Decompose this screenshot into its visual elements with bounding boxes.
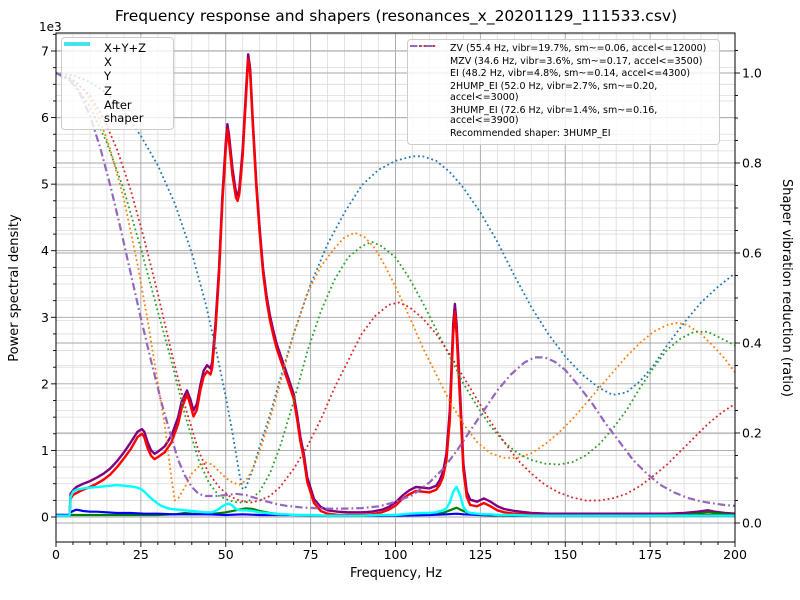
legend-swatch-3hump_ei [410, 45, 436, 47]
legend-shapers: ZV (55.4 Hz, vibr=19.7%, sm~=0.06, accel… [407, 39, 720, 145]
legend-note: Recommended shaper: 3HUMP_EI [414, 128, 712, 140]
legend-item-ei: EI (48.2 Hz, vibr=4.8%, sm~=0.14, accel<… [410, 45, 712, 80]
legend-item-after: After shaper [64, 42, 166, 126]
right-y-tick-label: 0.0 [742, 516, 762, 531]
x-tick-label: 150 [553, 547, 577, 562]
series-3hump_ei-line [55, 72, 736, 510]
legend-swatch-none [408, 40, 438, 52]
plot-area: 0 25 50 75 100 125 150 175 200 0 1 2 3 4 5 6 7 0.0 0.2 0.4 0… [41, 32, 762, 562]
tick-marks [51, 33, 740, 547]
x-tick-label: 25 [133, 547, 149, 562]
left-y-tick-label: 7 [41, 44, 49, 59]
left-y-axis-label: Power spectral density [7, 214, 22, 362]
legend-item-x: X [64, 42, 166, 69]
legend-item-label: X [104, 54, 112, 69]
legend-psd-series: X+Y+Z X Y Z After shaper [61, 37, 174, 130]
legend-item-label: X+Y+Z [104, 40, 147, 55]
right-y-tick-label: 0.6 [742, 246, 762, 261]
legend-item-label: ZV (55.4 Hz, vibr=19.7%, sm~=0.06, accel… [450, 42, 707, 54]
axis-offset-text: 1e3 [39, 20, 62, 34]
legend-item-y: Y [64, 42, 166, 84]
legend-item-label: After shaper [104, 97, 144, 126]
legend-item-label: Z [104, 83, 112, 98]
left-y-tick-label: 0 [41, 510, 49, 525]
right-y-tick-label: 0.8 [742, 156, 762, 171]
left-y-tick-label: 2 [41, 376, 49, 391]
x-tick-label: 100 [384, 547, 408, 562]
legend-swatch-after [64, 42, 90, 46]
series-2hump_ei-line [55, 72, 736, 504]
legend-item-2hump_ei: 2HUMP_EI (52.0 Hz, vibr=2.7%, sm~=0.20, … [410, 45, 712, 104]
legend-item-label: EI (48.2 Hz, vibr=4.8%, sm~=0.14, accel<… [450, 68, 691, 80]
series-x-line [56, 57, 736, 517]
legend-item-label: 2HUMP_EI (52.0 Hz, vibr=2.7%, sm~=0.20, … [450, 80, 658, 103]
right-y-tick-label: 1.0 [742, 66, 762, 81]
legend-item-3hump_ei: 3HUMP_EI (72.6 Hz, vibr=1.4%, sm~=0.16, … [410, 45, 712, 128]
left-y-tick-label: 1 [41, 443, 49, 458]
x-tick-label: 50 [218, 547, 234, 562]
x-tick-label: 0 [52, 547, 60, 562]
left-y-tick-label: 6 [41, 110, 49, 125]
chart-title: Frequency response and shapers (resonanc… [115, 7, 677, 26]
legend-item-zv: ZV (55.4 Hz, vibr=19.7%, sm~=0.06, accel… [410, 42, 712, 55]
series-lines [55, 53, 736, 517]
legend-item-label: 3HUMP_EI (72.6 Hz, vibr=1.4%, sm~=0.16, … [450, 104, 658, 127]
legend-item-label: Recommended shaper: 3HUMP_EI [450, 128, 611, 140]
legend-item-label: Y [104, 69, 112, 84]
right-y-tick-label: 0.4 [742, 336, 762, 351]
x-tick-label: 125 [468, 547, 492, 562]
x-axis-label: Frequency, Hz [350, 566, 442, 581]
legend-item-label: MZV (34.6 Hz, vibr=3.6%, sm~=0.17, accel… [450, 55, 703, 67]
tick-labels: 0 25 50 75 100 125 150 175 200 0 1 2 3 4 5 6 7 0.0 0.2 0.4 0… [41, 44, 762, 562]
x-tick-label: 175 [638, 547, 662, 562]
series-ei-line [55, 72, 736, 504]
right-y-axis-label: Shaper vibration reduction (ratio) [779, 179, 794, 397]
left-y-tick-label: 4 [41, 243, 49, 258]
right-y-tick-label: 0.2 [742, 426, 762, 441]
series-after-line [56, 483, 735, 517]
x-tick-label: 200 [723, 547, 747, 562]
legend-item-z: Z [64, 42, 166, 98]
left-y-tick-label: 3 [41, 310, 49, 325]
legend-item-mzv: MZV (34.6 Hz, vibr=3.6%, sm~=0.17, accel… [410, 45, 712, 68]
x-tick-label: 75 [303, 547, 319, 562]
series-z-line [56, 508, 735, 517]
left-y-tick-label: 5 [41, 177, 49, 192]
